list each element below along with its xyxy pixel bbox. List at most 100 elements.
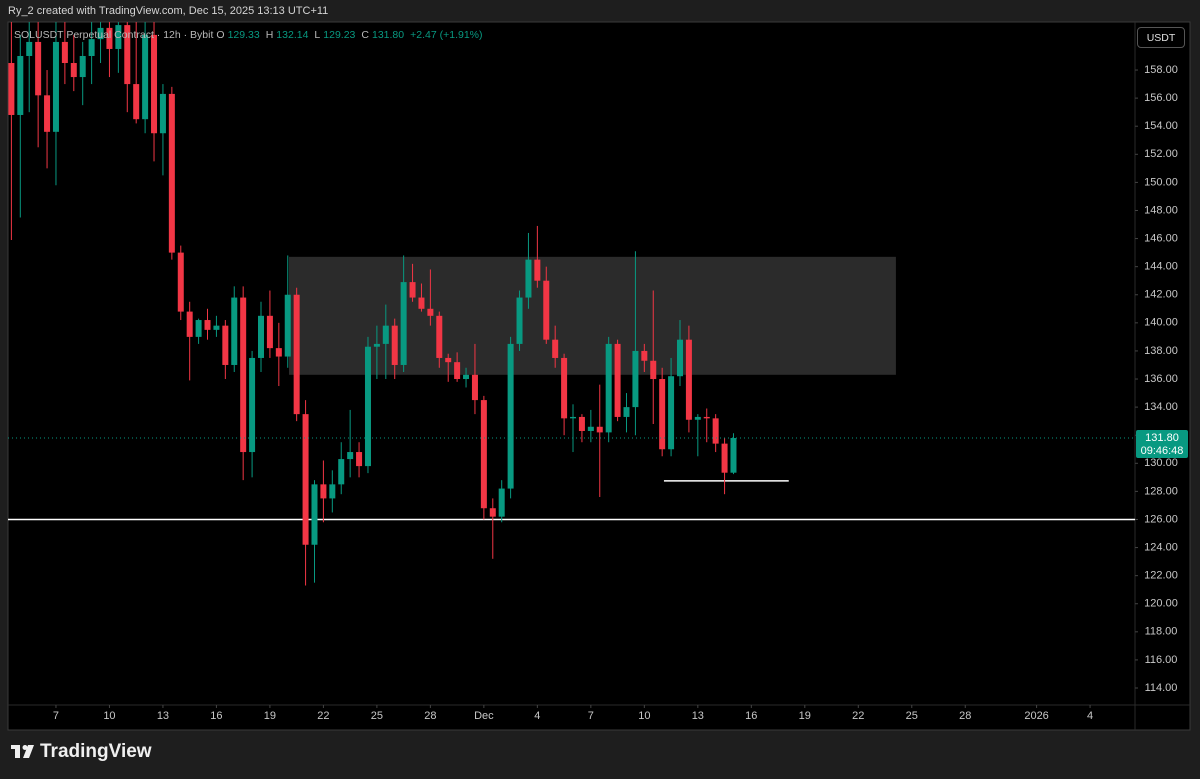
ohlc-value: 129.33 <box>227 29 260 41</box>
y-tick-label: 130.00 <box>1144 457 1178 469</box>
price-change: +2.47 (+1.91%) <box>410 29 483 41</box>
y-tick-label: 128.00 <box>1144 485 1178 497</box>
candle-body <box>97 27 104 40</box>
candle-body <box>258 315 264 358</box>
x-tick-label: 13 <box>157 710 169 722</box>
currency-button[interactable]: USDT <box>1137 27 1185 48</box>
candle-body <box>587 426 594 431</box>
candle-body <box>480 400 487 509</box>
x-tick-label: 28 <box>424 710 436 722</box>
x-tick-label: 22 <box>852 710 864 722</box>
x-tick-label: 28 <box>959 710 971 722</box>
last-price-label: 131.80 <box>1145 432 1179 444</box>
x-tick-label: 4 <box>534 710 540 722</box>
x-tick-label: 4 <box>1087 710 1093 722</box>
y-tick-label: 122.00 <box>1144 570 1178 582</box>
candle-body <box>284 294 291 357</box>
candle-body <box>79 55 86 78</box>
candle-body <box>213 325 220 330</box>
y-tick-label: 140.00 <box>1144 317 1178 329</box>
candle-body <box>302 414 309 545</box>
header-text: Ry_2 created with TradingView.com, Dec 1… <box>8 5 329 17</box>
candle-body <box>650 360 657 380</box>
candle-body <box>632 350 639 408</box>
candle-body <box>231 297 238 365</box>
candle-body <box>596 426 603 433</box>
chart-panel <box>7 21 1191 731</box>
candle-body <box>552 339 559 358</box>
candle-body <box>712 418 719 444</box>
candle-body <box>561 357 568 419</box>
candle-body <box>578 416 585 431</box>
x-tick-label: 7 <box>588 710 594 722</box>
ohlc-key: H <box>265 29 274 41</box>
x-tick-label: 10 <box>103 710 115 722</box>
candle-body <box>570 416 577 419</box>
axes: 114.00 116.00 118.00 120.00 122.00 124.00 126.… <box>53 64 1188 722</box>
candle-body <box>721 443 728 473</box>
candle-body <box>445 357 452 363</box>
candle-body <box>186 311 193 337</box>
candle-body <box>204 320 211 330</box>
x-tick-label: Dec <box>474 710 494 722</box>
y-tick-label: 142.00 <box>1144 289 1178 301</box>
candle-body <box>454 362 461 380</box>
y-tick-label: 138.00 <box>1144 345 1178 357</box>
candle-body <box>151 34 158 134</box>
ohlc-value: 131.80 <box>371 29 405 41</box>
ohlc-key: C <box>361 29 369 41</box>
y-tick-label: 126.00 <box>1144 513 1178 525</box>
candle-body <box>293 294 300 415</box>
x-tick-label: 7 <box>53 710 59 722</box>
candle-body <box>685 339 692 420</box>
x-tick-label: 22 <box>317 710 329 722</box>
candle-body <box>52 41 59 132</box>
y-tick-label: 154.00 <box>1144 120 1178 132</box>
candle-body <box>311 484 318 545</box>
candle-body <box>275 348 282 357</box>
candle-body <box>338 459 345 485</box>
symbol-title: SOLUSDT Perpetual Contract · 12h · Bybit <box>14 29 214 41</box>
candle-body <box>605 343 612 433</box>
candle-body <box>329 484 336 499</box>
candle-body <box>668 376 675 450</box>
x-tick-label: 16 <box>210 710 222 722</box>
x-tick-label: 13 <box>692 710 704 722</box>
x-tick-label: 16 <box>745 710 757 722</box>
y-tick-label: 152.00 <box>1144 148 1178 160</box>
candle-body <box>694 416 701 420</box>
candle-body <box>409 282 416 298</box>
candle-body <box>614 343 621 417</box>
y-tick-label: 116.00 <box>1145 654 1178 666</box>
y-tick-label: 118.00 <box>1145 626 1178 638</box>
candle-body <box>249 357 256 453</box>
candle-body <box>525 259 532 298</box>
candle-body <box>516 297 523 344</box>
candle-body <box>142 34 149 120</box>
y-tick-label: 150.00 <box>1144 176 1178 188</box>
x-tick-label: 25 <box>906 710 918 722</box>
candle-body <box>124 25 131 85</box>
candle-body <box>400 282 407 365</box>
range-zone <box>288 256 896 375</box>
candle-body <box>177 252 184 312</box>
candle-body <box>168 93 175 253</box>
y-tick-label: 114.00 <box>1145 682 1178 694</box>
candle-body <box>115 25 122 49</box>
candle-body <box>703 416 710 419</box>
x-tick-label: 10 <box>638 710 650 722</box>
candle-body <box>266 315 273 349</box>
candle-body <box>471 374 478 401</box>
x-tick-label: 2026 <box>1024 710 1048 722</box>
candle-body <box>106 27 113 49</box>
last-price-box <box>1136 430 1188 459</box>
candle-body <box>427 308 434 316</box>
candle-body <box>8 63 15 115</box>
candle-body <box>356 452 363 467</box>
x-tick-label: 19 <box>264 710 276 722</box>
candle-body <box>159 93 166 134</box>
y-tick-label: 134.00 <box>1144 401 1178 413</box>
candle-body <box>623 407 630 417</box>
